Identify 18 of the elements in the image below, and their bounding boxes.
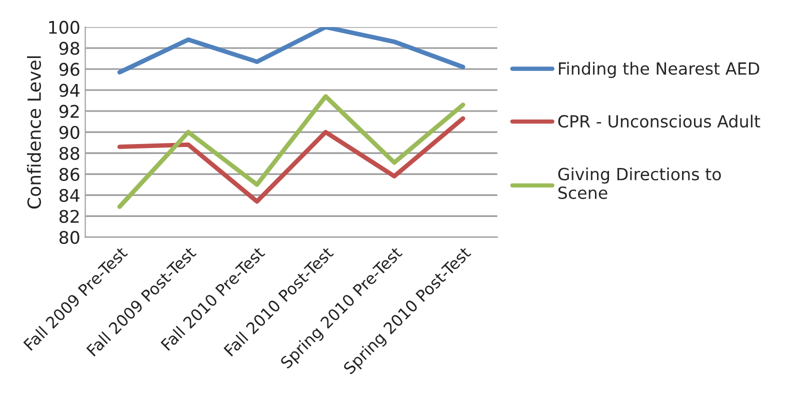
y-tick-label: 82: [60, 210, 79, 223]
y-tick-label: 84: [60, 188, 80, 202]
y-tick-label: 90: [59, 126, 80, 139]
y-axis-title: Confidence Level: [27, 56, 42, 209]
legend-label: Finding the Nearest AED: [558, 62, 760, 78]
y-tick-label: 80: [60, 230, 80, 244]
line-series: [117, 94, 466, 209]
legend-label: Giving Directions to Scene: [558, 168, 721, 200]
legend-label: CPR - Unconscious Adult: [558, 114, 760, 128]
line-series: [117, 116, 466, 204]
y-tick-label: 98: [59, 42, 80, 55]
y-tick-label: 88: [60, 146, 80, 160]
line-series: [117, 27, 466, 74]
y-tick-label: 100: [49, 20, 80, 34]
y-tick-label: 92: [59, 104, 79, 118]
y-tick-label: 86: [60, 168, 80, 181]
y-tick-label: 96: [59, 62, 80, 76]
y-tick-label: 94: [59, 84, 80, 97]
